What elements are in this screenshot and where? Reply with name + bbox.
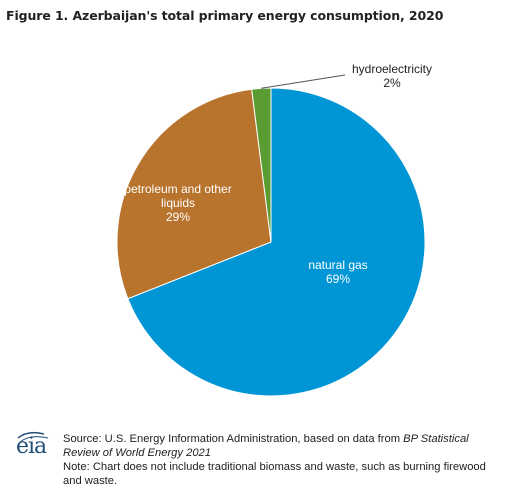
label-petroleum-2: 29% [166, 210, 190, 224]
source-publication: BP Statistical Review of World Energy 20… [63, 433, 469, 459]
slice-natural-gas [127, 87, 426, 397]
eia-logo-text: eia [16, 434, 47, 459]
source-note: Source: U.S. Energy Information Administ… [63, 432, 503, 488]
source-line: Source: U.S. Energy Information Administ… [63, 432, 503, 460]
hydro-leader-line [261, 74, 346, 89]
eia-logo-icon [17, 431, 49, 443]
label-hydroelectricity-1: 2% [383, 76, 401, 90]
slice-petroleum-and-other-liquids [116, 88, 272, 300]
label-petroleum-1: liquids [161, 196, 195, 210]
source-text: Source: U.S. Energy Information Administ… [63, 433, 404, 445]
pie-slices [116, 87, 426, 397]
label-petroleum-0: petroleum and other [124, 182, 231, 196]
label-natural-gas-1: 69% [326, 272, 350, 286]
label-hydroelectricity-0: hydroelectricity [352, 62, 432, 76]
label-natural-gas-0: natural gas [308, 258, 367, 272]
eia-logo: eia [14, 428, 54, 462]
chart-title: Figure 1. Azerbaijan's total primary ene… [6, 8, 444, 23]
note-line: Note: Chart does not include traditional… [63, 461, 486, 487]
